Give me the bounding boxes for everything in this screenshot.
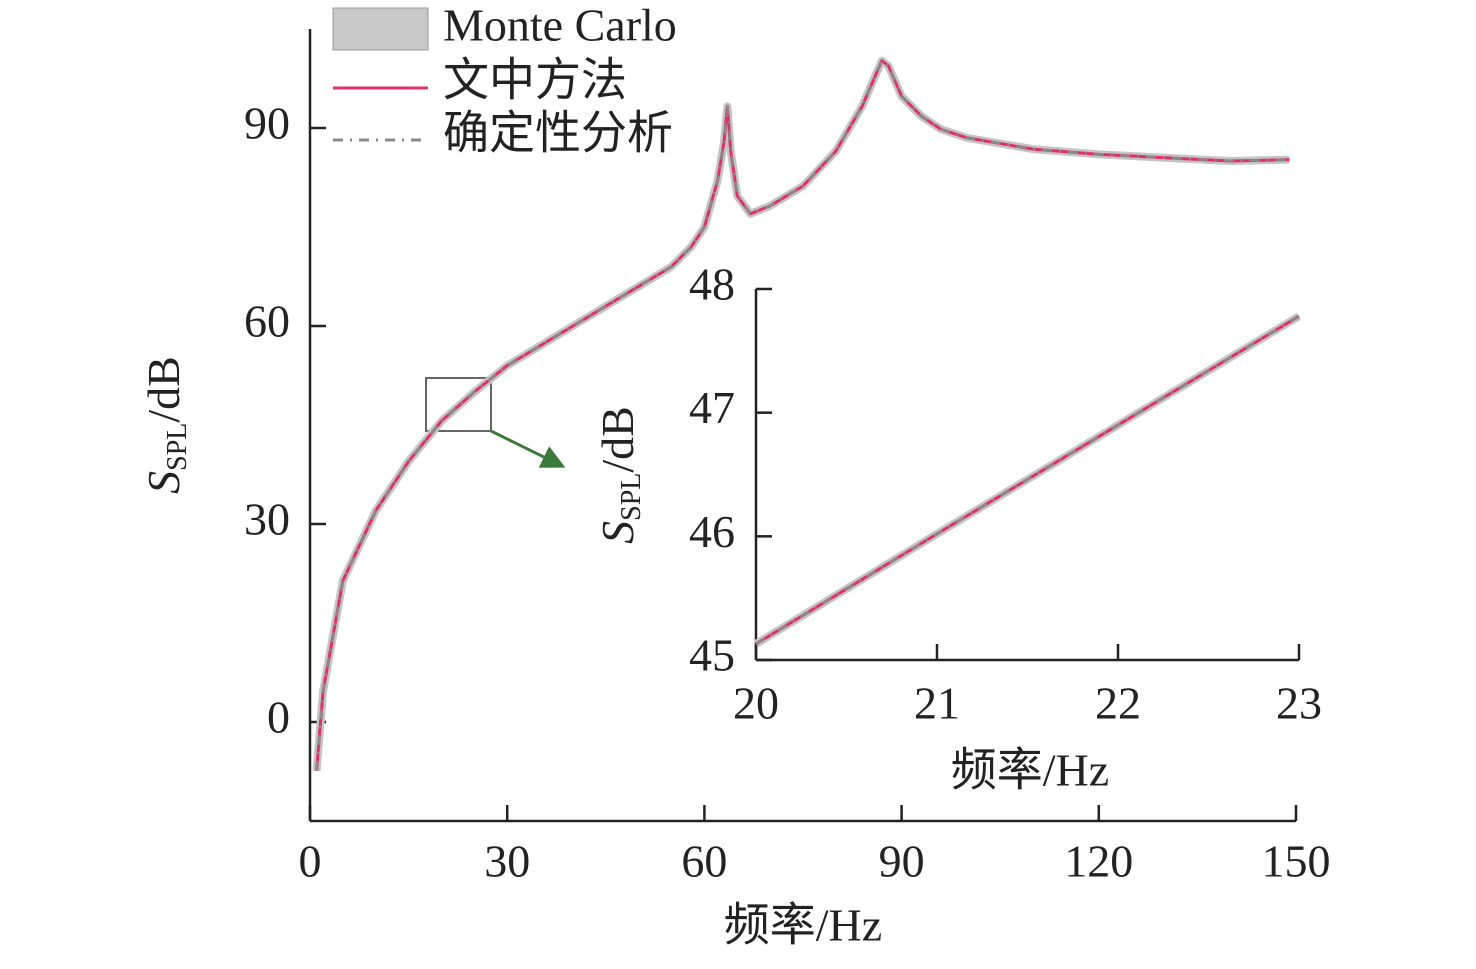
- x-tick-label: 21: [914, 678, 960, 729]
- series-line: [312, 56, 1290, 772]
- y-tick-label: 48: [689, 259, 735, 310]
- inset-y-axis-label: SSPL/dB: [592, 406, 648, 544]
- y-tick-label: 0: [267, 692, 290, 743]
- y-tick-label: 30: [244, 494, 290, 545]
- zoom-arrow: [490, 429, 566, 468]
- legend-swatch: [332, 7, 429, 51]
- x-tick-label: 0: [299, 836, 322, 887]
- zoom-box: [425, 377, 492, 432]
- series-line: [315, 59, 1290, 771]
- y-label-unit: /dB: [592, 406, 643, 472]
- x-axis-label: 频率/Hz: [724, 900, 882, 951]
- y-label-main: S: [138, 471, 189, 494]
- y-tick-label: 45: [689, 630, 735, 681]
- series-line: [755, 315, 1300, 645]
- x-tick-label: 150: [1262, 836, 1331, 887]
- x-tick-label: 90: [879, 836, 925, 887]
- x-tick-label: 120: [1064, 836, 1133, 887]
- y-tick-label: 46: [689, 506, 735, 557]
- y-axis-label: SSPL/dB: [138, 356, 194, 494]
- x-tick-label: 30: [484, 836, 530, 887]
- y-label-sub: SPL: [162, 423, 193, 471]
- x-tick-label: 60: [681, 836, 727, 887]
- x-tick-label: 20: [733, 678, 779, 729]
- legend-label: 确定性分析: [443, 108, 673, 159]
- series-line: [315, 59, 1290, 771]
- y-label-sub: SPL: [616, 473, 647, 521]
- y-tick-label: 90: [244, 98, 290, 149]
- y-label-unit: /dB: [138, 356, 189, 422]
- x-tick-label: 23: [1276, 678, 1322, 729]
- y-label-main: S: [592, 521, 643, 544]
- y-tick-label: 60: [244, 296, 290, 347]
- inset-x-axis-label: 频率/Hz: [951, 745, 1109, 796]
- legend-label: 文中方法: [443, 55, 627, 106]
- legend-label: Monte Carlo: [443, 0, 677, 51]
- y-tick-label: 47: [689, 382, 735, 433]
- x-tick-label: 22: [1095, 678, 1141, 729]
